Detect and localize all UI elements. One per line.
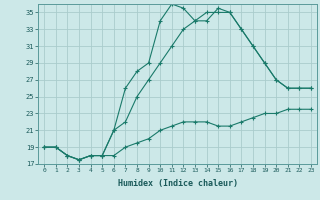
X-axis label: Humidex (Indice chaleur): Humidex (Indice chaleur)	[118, 179, 238, 188]
